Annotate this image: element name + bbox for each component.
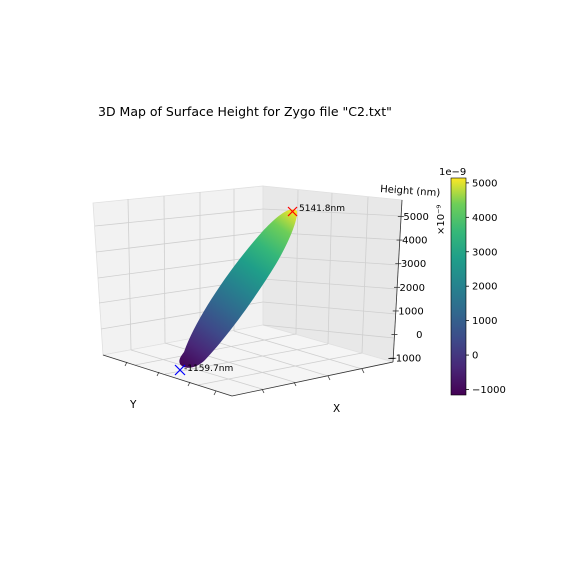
x-axis-label: X: [333, 403, 340, 415]
z-tick-label: 1000: [398, 306, 423, 317]
colorbar-gradient: [450, 177, 467, 396]
z-tick-label: 0: [416, 330, 422, 341]
colorbar-offset-text: 1e−9: [439, 167, 466, 178]
colorbar-ticks: −1000 0 1000 2000 3000 4000 5000: [466, 178, 506, 396]
min-marker: [174, 364, 186, 376]
colorbar-tick-label: 3000: [472, 247, 497, 258]
height-surface: [179, 209, 298, 368]
max-label: 5141.8nm: [299, 204, 345, 214]
colorbar: 1e−9 ×10⁻⁹ −1000 0 1000 2000 3000 4000 5000: [436, 167, 506, 396]
z-tick-label: 3000: [401, 259, 426, 270]
colorbar-tick-label: 0: [472, 351, 478, 362]
z-tick-label: 4000: [402, 236, 427, 247]
z-axis-line: [392, 199, 403, 363]
x-axis-line: [231, 361, 394, 397]
colorbar-tick-label: 4000: [472, 213, 497, 224]
colorbar-tick-label: −1000: [472, 385, 506, 396]
x-axis-ticks: [261, 368, 365, 394]
y-axis-ticks: [124, 361, 217, 396]
colorbar-tick-label: 2000: [472, 282, 497, 293]
surface-plot: [179, 209, 298, 368]
z-tick-label: −1000: [387, 354, 421, 365]
colorbar-label: ×10⁻⁹: [436, 205, 447, 235]
y-axis-line: [102, 354, 233, 397]
colorbar-tick-label: 5000: [472, 178, 497, 189]
min-label: -1159.7nm: [184, 364, 233, 374]
z-axis-label: Height (nm): [380, 184, 441, 199]
z-axis-ticks: −1000 0 1000 2000 3000 4000 5000: [387, 212, 428, 365]
chart-title: 3D Map of Surface Height for Zygo file "…: [98, 104, 392, 119]
max-marker: [287, 206, 298, 217]
y-axis-label: Y: [129, 399, 137, 411]
z-tick-label: 5000: [403, 212, 428, 223]
z-tick-label: 2000: [400, 283, 425, 294]
axes-3d: −1000 0 1000 2000 3000 4000 5000 Y X Height (n…: [92, 184, 441, 415]
colorbar-tick-label: 1000: [472, 316, 497, 327]
